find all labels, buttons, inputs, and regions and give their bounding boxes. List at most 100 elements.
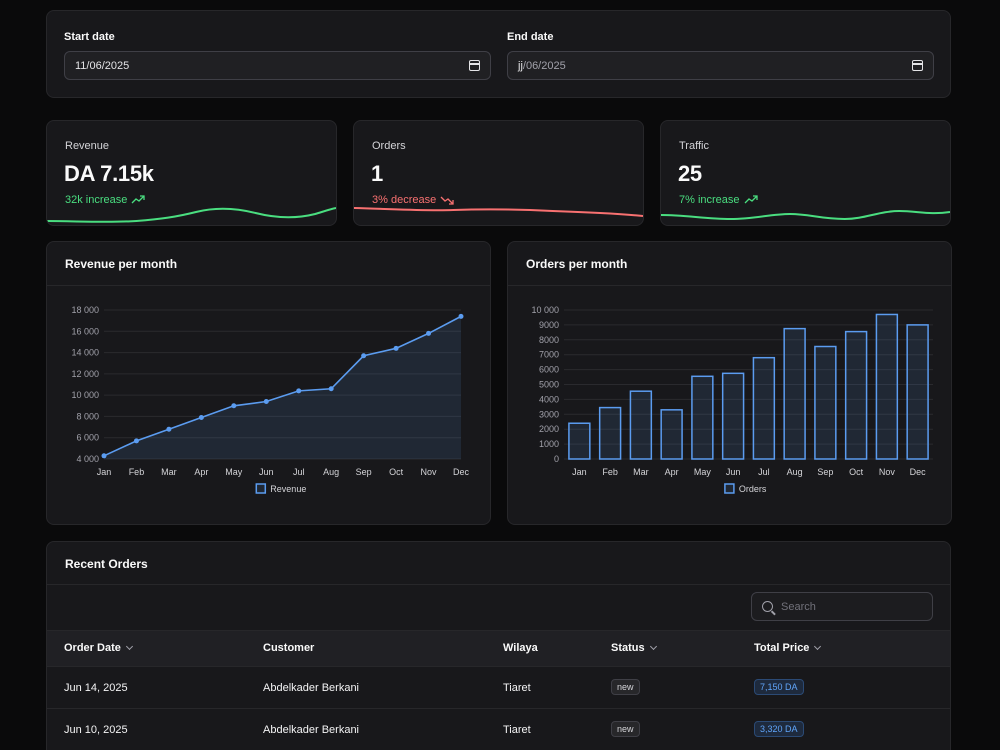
table-row[interactable]: Jun 10, 2025 Abdelkader Berkani Tiaret n…	[47, 709, 950, 750]
y-tick-label: 4 000	[76, 454, 99, 464]
column-order-date[interactable]: Order Date	[64, 642, 133, 654]
x-tick-label: Apr	[665, 467, 679, 477]
sparkline	[661, 209, 950, 221]
x-tick-label: Mar	[633, 467, 649, 477]
cell-order-date: Jun 14, 2025	[64, 682, 128, 694]
data-point	[166, 426, 172, 432]
stat-title: Traffic	[679, 140, 709, 152]
column-label: Total Price	[754, 642, 810, 654]
calendar-icon[interactable]	[469, 60, 480, 71]
column-total-price[interactable]: Total Price	[754, 642, 822, 654]
end-date-value: jj/06/2025	[518, 60, 566, 72]
cell-order-date: Jun 10, 2025	[64, 724, 128, 736]
bar-orders	[721, 372, 745, 460]
stat-change: 3% decrease	[372, 194, 454, 206]
search-icon	[762, 601, 773, 612]
end-date-input[interactable]: jj/06/2025	[507, 51, 934, 80]
data-point	[458, 313, 464, 319]
y-tick-label: 5000	[539, 380, 559, 390]
orders-toolbar	[47, 585, 950, 630]
sparkline	[47, 207, 336, 223]
y-tick-label: 6000	[539, 365, 559, 375]
x-tick-label: Apr	[194, 467, 208, 477]
start-date-input[interactable]: 11/06/2025	[64, 51, 491, 80]
sparkline	[354, 207, 643, 217]
stat-change-text: 3% decrease	[372, 194, 437, 206]
data-point	[198, 414, 204, 420]
data-point	[296, 388, 302, 394]
data-point	[263, 399, 269, 405]
x-tick-label: Dec	[453, 467, 470, 477]
stat-change-text: 7% increase	[679, 194, 740, 206]
search-input[interactable]	[781, 600, 911, 613]
chevron-down-icon[interactable]	[125, 642, 133, 651]
trending-up-icon	[131, 195, 146, 204]
start-date-group: Start date 11/06/2025	[64, 31, 491, 80]
bar-orders	[568, 422, 591, 460]
x-tick-label: Jun	[726, 467, 741, 477]
stat-value: DA 7.15k	[64, 161, 154, 186]
column-label: Customer	[263, 642, 315, 654]
stat-title: Revenue	[65, 140, 110, 152]
y-tick-label: 0	[554, 454, 559, 464]
status-badge: new	[611, 721, 640, 737]
data-point	[231, 403, 237, 409]
end-date-label: End date	[507, 31, 554, 43]
bar-orders	[844, 330, 868, 460]
chevron-down-icon[interactable]	[649, 642, 657, 651]
calendar-icon[interactable]	[912, 60, 923, 71]
end-date-day-placeholder: jj	[518, 59, 523, 72]
table-header: Order Date Customer Wilaya Status Total …	[47, 630, 950, 667]
y-tick-label: 8000	[539, 335, 559, 345]
trending-down-icon	[440, 196, 454, 205]
x-tick-label: Jul	[758, 467, 770, 477]
series-area	[104, 316, 461, 459]
stat-card-revenue: Revenue DA 7.15k 32k increase	[46, 120, 337, 226]
status-badge: new	[611, 679, 640, 695]
stat-card-orders: Orders 1 3% decrease	[353, 120, 644, 226]
legend-swatch	[255, 483, 267, 494]
x-tick-label: Jan	[572, 467, 587, 477]
table-row[interactable]: Jun 14, 2025 Abdelkader Berkani Tiaret n…	[47, 667, 950, 709]
bar-orders	[752, 356, 776, 460]
chart-title: Orders per month	[508, 242, 951, 286]
chevron-down-icon[interactable]	[814, 642, 822, 651]
data-point	[133, 438, 139, 444]
stat-value: 1	[371, 161, 383, 186]
x-tick-label: Nov	[879, 467, 896, 477]
bar-orders	[875, 313, 899, 460]
legend-label: Orders	[739, 484, 767, 494]
search-box[interactable]	[751, 592, 933, 621]
data-point	[101, 453, 107, 459]
x-tick-label: Jan	[97, 467, 112, 477]
stat-card-traffic: Traffic 25 7% increase	[660, 120, 951, 226]
column-label: Wilaya	[503, 642, 538, 654]
stat-value: 25	[678, 161, 702, 186]
bar-orders	[783, 327, 806, 460]
cell-customer: Abdelkader Berkani	[263, 682, 360, 694]
y-tick-label: 8 000	[76, 411, 99, 421]
y-tick-label: 10 000	[531, 305, 559, 315]
x-tick-label: Mar	[161, 467, 177, 477]
x-tick-label: Sep	[356, 467, 372, 477]
start-date-label: Start date	[64, 31, 115, 43]
x-tick-label: Jun	[259, 467, 274, 477]
y-tick-label: 16 000	[71, 326, 99, 336]
x-tick-label: Aug	[787, 467, 803, 477]
end-date-group: End date jj/06/2025	[507, 31, 934, 80]
stat-title: Orders	[372, 140, 406, 152]
y-tick-label: 9000	[539, 320, 559, 330]
data-point	[393, 345, 399, 351]
stat-change: 7% increase	[679, 194, 758, 206]
column-label: Status	[611, 642, 645, 654]
x-tick-label: Oct	[849, 467, 864, 477]
legend-label: Revenue	[270, 484, 306, 494]
stat-change: 32k increase	[65, 194, 146, 206]
bar-orders	[814, 345, 837, 460]
column-status[interactable]: Status	[611, 642, 657, 654]
y-tick-label: 10 000	[71, 390, 99, 400]
x-tick-label: May	[694, 467, 712, 477]
bar-orders	[629, 390, 653, 460]
x-tick-label: Aug	[323, 467, 339, 477]
end-date-rest: /06/2025	[522, 59, 566, 72]
